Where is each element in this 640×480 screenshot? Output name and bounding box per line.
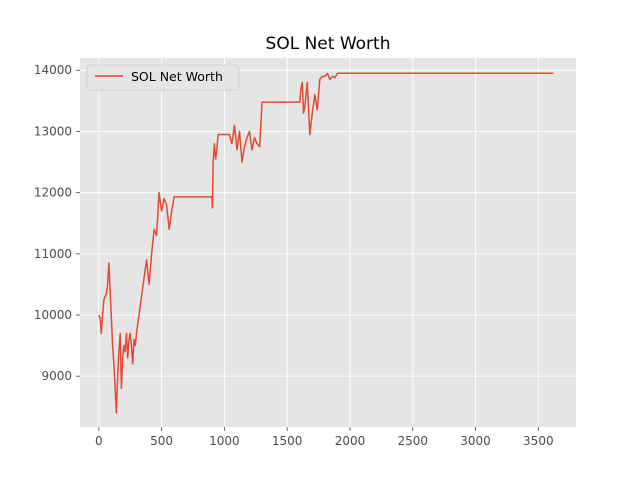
x-tick-label: 0 (95, 434, 103, 448)
chart-title: SOL Net Worth (266, 34, 391, 54)
x-tick-label: 2000 (335, 434, 366, 448)
plot-area (80, 58, 576, 427)
x-tick-label: 1500 (272, 434, 303, 448)
y-tick-label: 12000 (34, 186, 72, 200)
y-axis: 9000 10000 11000 12000 13000 14000 (34, 63, 80, 383)
x-tick-label: 3000 (460, 434, 491, 448)
y-tick-label: 11000 (34, 247, 72, 261)
x-tick-label: 2500 (397, 434, 428, 448)
legend-label: SOL Net Worth (131, 69, 223, 84)
series-line (98, 72, 554, 414)
legend-box (86, 64, 240, 91)
y-tick-label: 14000 (34, 63, 72, 77)
y-tick-label: 10000 (34, 308, 72, 322)
x-tick-label: 3500 (523, 434, 554, 448)
x-tick-label: 1000 (209, 434, 240, 448)
gridlines (80, 58, 576, 427)
x-axis: 0 500 1000 1500 2000 2500 3000 3500 (95, 427, 554, 448)
y-tick-label: 9000 (41, 369, 72, 383)
x-tick-label: 500 (150, 434, 173, 448)
y-tick-label: 13000 (34, 124, 72, 138)
series-lines (98, 72, 554, 414)
legend: SOL Net Worth (86, 64, 240, 91)
